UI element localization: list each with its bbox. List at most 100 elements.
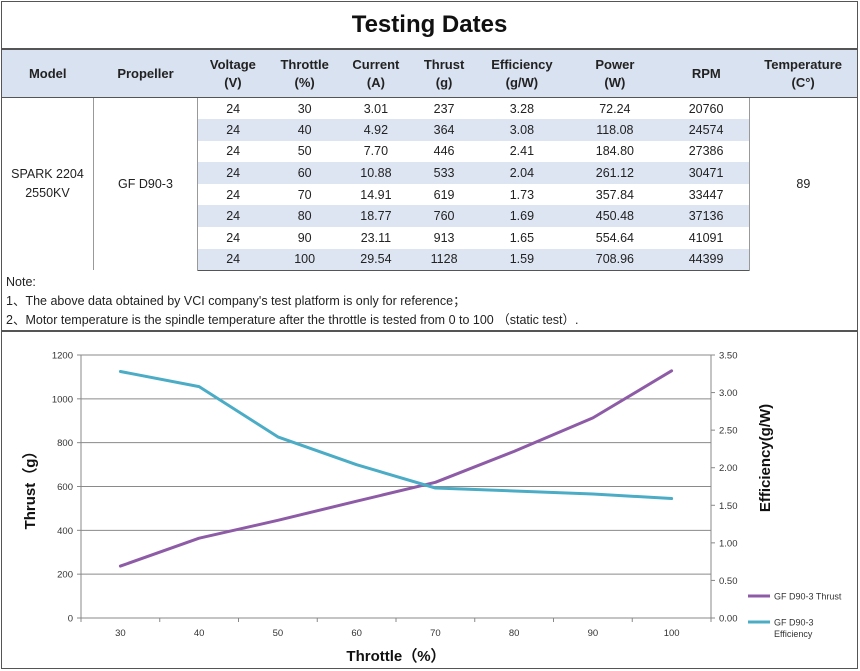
x-tick-label: 30 (115, 628, 126, 639)
y-tick-label: 800 (57, 438, 73, 449)
table-cell: 20760 (663, 97, 750, 120)
note-line-2: 2、Motor temperature is the spindle tempe… (6, 313, 579, 327)
table-cell: 24 (197, 205, 269, 228)
column-header-text: (V) (224, 74, 242, 90)
column-header-text: (W) (604, 74, 626, 90)
table-row: 24 90 23.11 913 1.65 554.64 41091 (2, 227, 858, 249)
table-row: 24 100 29.54 1128 1.59 708.96 44399 (2, 248, 858, 271)
table-row: 24 60 10.88 533 2.04 261.12 30471 (2, 162, 858, 184)
page-title: Testing Dates (1, 1, 858, 49)
column-header-text: (%) (294, 74, 315, 90)
table-cell: 24 (197, 248, 269, 271)
table-cell: 30471 (663, 162, 750, 184)
table-cell: 14.91 (360, 187, 392, 202)
table-cell: 18.77 (341, 205, 411, 228)
column-header-temperature: Temperature (C°) (749, 49, 859, 98)
y-tick-label: 0 (68, 614, 73, 625)
notes: Note: 1、The above data obtained by VCI c… (1, 270, 858, 331)
note-line-1: 1、The above data obtained by VCI company… (6, 294, 466, 308)
column-header-text: RPM (691, 65, 721, 81)
column-header-text: Thrust (423, 56, 465, 72)
column-header-text: Efficiency (491, 56, 553, 72)
table-cell: 184.80 (595, 144, 634, 159)
series-line-thrust (118, 369, 674, 568)
y2-tick-label: 2.00 (719, 463, 738, 474)
x-tick-label: 100 (664, 628, 680, 639)
table-row: SPARK 2204 2550KV GF D90-3 24 30 3.01 237 3.28 7… (1, 97, 859, 271)
test-data-table: Model Propeller Voltage (V) Throttle (%) Curre… (1, 49, 859, 271)
x-tick-label: 60 (351, 628, 362, 639)
legend-label-efficiency-line1: GF D90-3 (774, 618, 814, 628)
column-header-text: Model (28, 65, 67, 81)
column-header-efficiency: Efficiency (g/W) (477, 49, 567, 98)
table-cell: 3.01 (363, 101, 389, 116)
column-header-text: Throttle (280, 56, 329, 72)
table-cell: 2.04 (477, 162, 567, 184)
column-header-text: (g) (435, 74, 453, 90)
x-axis-title: Throttle（%） (346, 647, 445, 665)
table-cell: 27386 (663, 140, 750, 163)
table-cell: 364 (410, 119, 478, 141)
y-tick-label: 1200 (52, 351, 73, 362)
column-header-rpm: RPM (663, 49, 750, 98)
column-header-text: Voltage (209, 56, 256, 72)
column-header-text: Temperature (764, 56, 843, 72)
column-header-propeller: Propeller (93, 49, 198, 98)
table-cell: 3.28 (509, 101, 535, 116)
y2-tick-label: 0.50 (719, 576, 738, 587)
column-header-model: Model (1, 49, 94, 98)
y-tick-label: 400 (57, 526, 73, 537)
table-cell: 1.69 (477, 205, 567, 228)
table-cell: 24 (197, 97, 269, 120)
x-tick-label: 50 (273, 628, 284, 639)
table-cell: 554.64 (595, 230, 634, 245)
y-tick-label: 600 (57, 482, 73, 493)
column-header-power: Power (W) (566, 49, 664, 98)
table-cell: 33447 (663, 183, 750, 206)
table-cell: 237 (433, 101, 455, 116)
y-tick-label: 1000 (52, 394, 73, 405)
table-cell: 1.59 (477, 248, 567, 271)
table-cell: 24 (197, 227, 269, 249)
temperature-cell: 89 (748, 97, 859, 271)
model-name-line: 2550KV (25, 186, 70, 201)
model-name-line: SPARK 2204 (11, 167, 84, 182)
table-cell: 50 (297, 144, 312, 159)
model-cell: SPARK 2204 2550KV (1, 97, 94, 271)
x-tick-label: 90 (588, 628, 599, 639)
table-cell: 90 (297, 230, 312, 245)
table-row: 24 70 14.91 619 1.73 357.84 33447 (2, 183, 858, 206)
column-header-text: Power (595, 56, 635, 72)
column-header-text: (g/W) (505, 74, 539, 90)
table-cell: 7.70 (363, 144, 389, 159)
table-cell: 40 (268, 119, 342, 141)
table-cell: 100 (268, 248, 342, 271)
table-header-row: Model Propeller Voltage (V) Throttle (%) Curre… (1, 49, 859, 98)
y2-tick-label: 3.00 (719, 388, 738, 399)
column-header-throttle: Throttle (%) (268, 49, 342, 98)
table-cell: 60 (268, 162, 342, 184)
table-cell: 41091 (663, 227, 750, 249)
y2-tick-label: 0.00 (719, 614, 738, 625)
table-cell: 619 (433, 187, 455, 202)
table-cell: 357.84 (595, 187, 634, 202)
column-header-text: (C°) (791, 74, 815, 90)
table-cell: 24 (197, 183, 269, 206)
x-tick-label: 40 (194, 628, 205, 639)
table-cell: 446 (433, 144, 455, 159)
table-cell: 118.08 (566, 119, 664, 141)
column-header-current: Current (A) (341, 49, 411, 98)
table-row: 24 80 18.77 760 1.69 450.48 37136 (2, 205, 858, 228)
table-cell: 44399 (663, 248, 750, 271)
propeller-cell: GF D90-3 (92, 97, 199, 271)
table-cell: 1.65 (509, 230, 535, 245)
table-cell: 708.96 (566, 248, 664, 271)
table-cell: 80 (268, 205, 342, 228)
table-cell: 23.11 (360, 230, 392, 245)
table-cell: 29.54 (341, 248, 411, 271)
table-cell: 1.73 (509, 187, 535, 202)
table-row: 24 40 4.92 364 3.08 118.08 24574 (2, 119, 858, 141)
table-cell: 450.48 (566, 205, 664, 228)
table-cell: 913 (433, 230, 455, 245)
table-cell: 37136 (663, 205, 750, 228)
